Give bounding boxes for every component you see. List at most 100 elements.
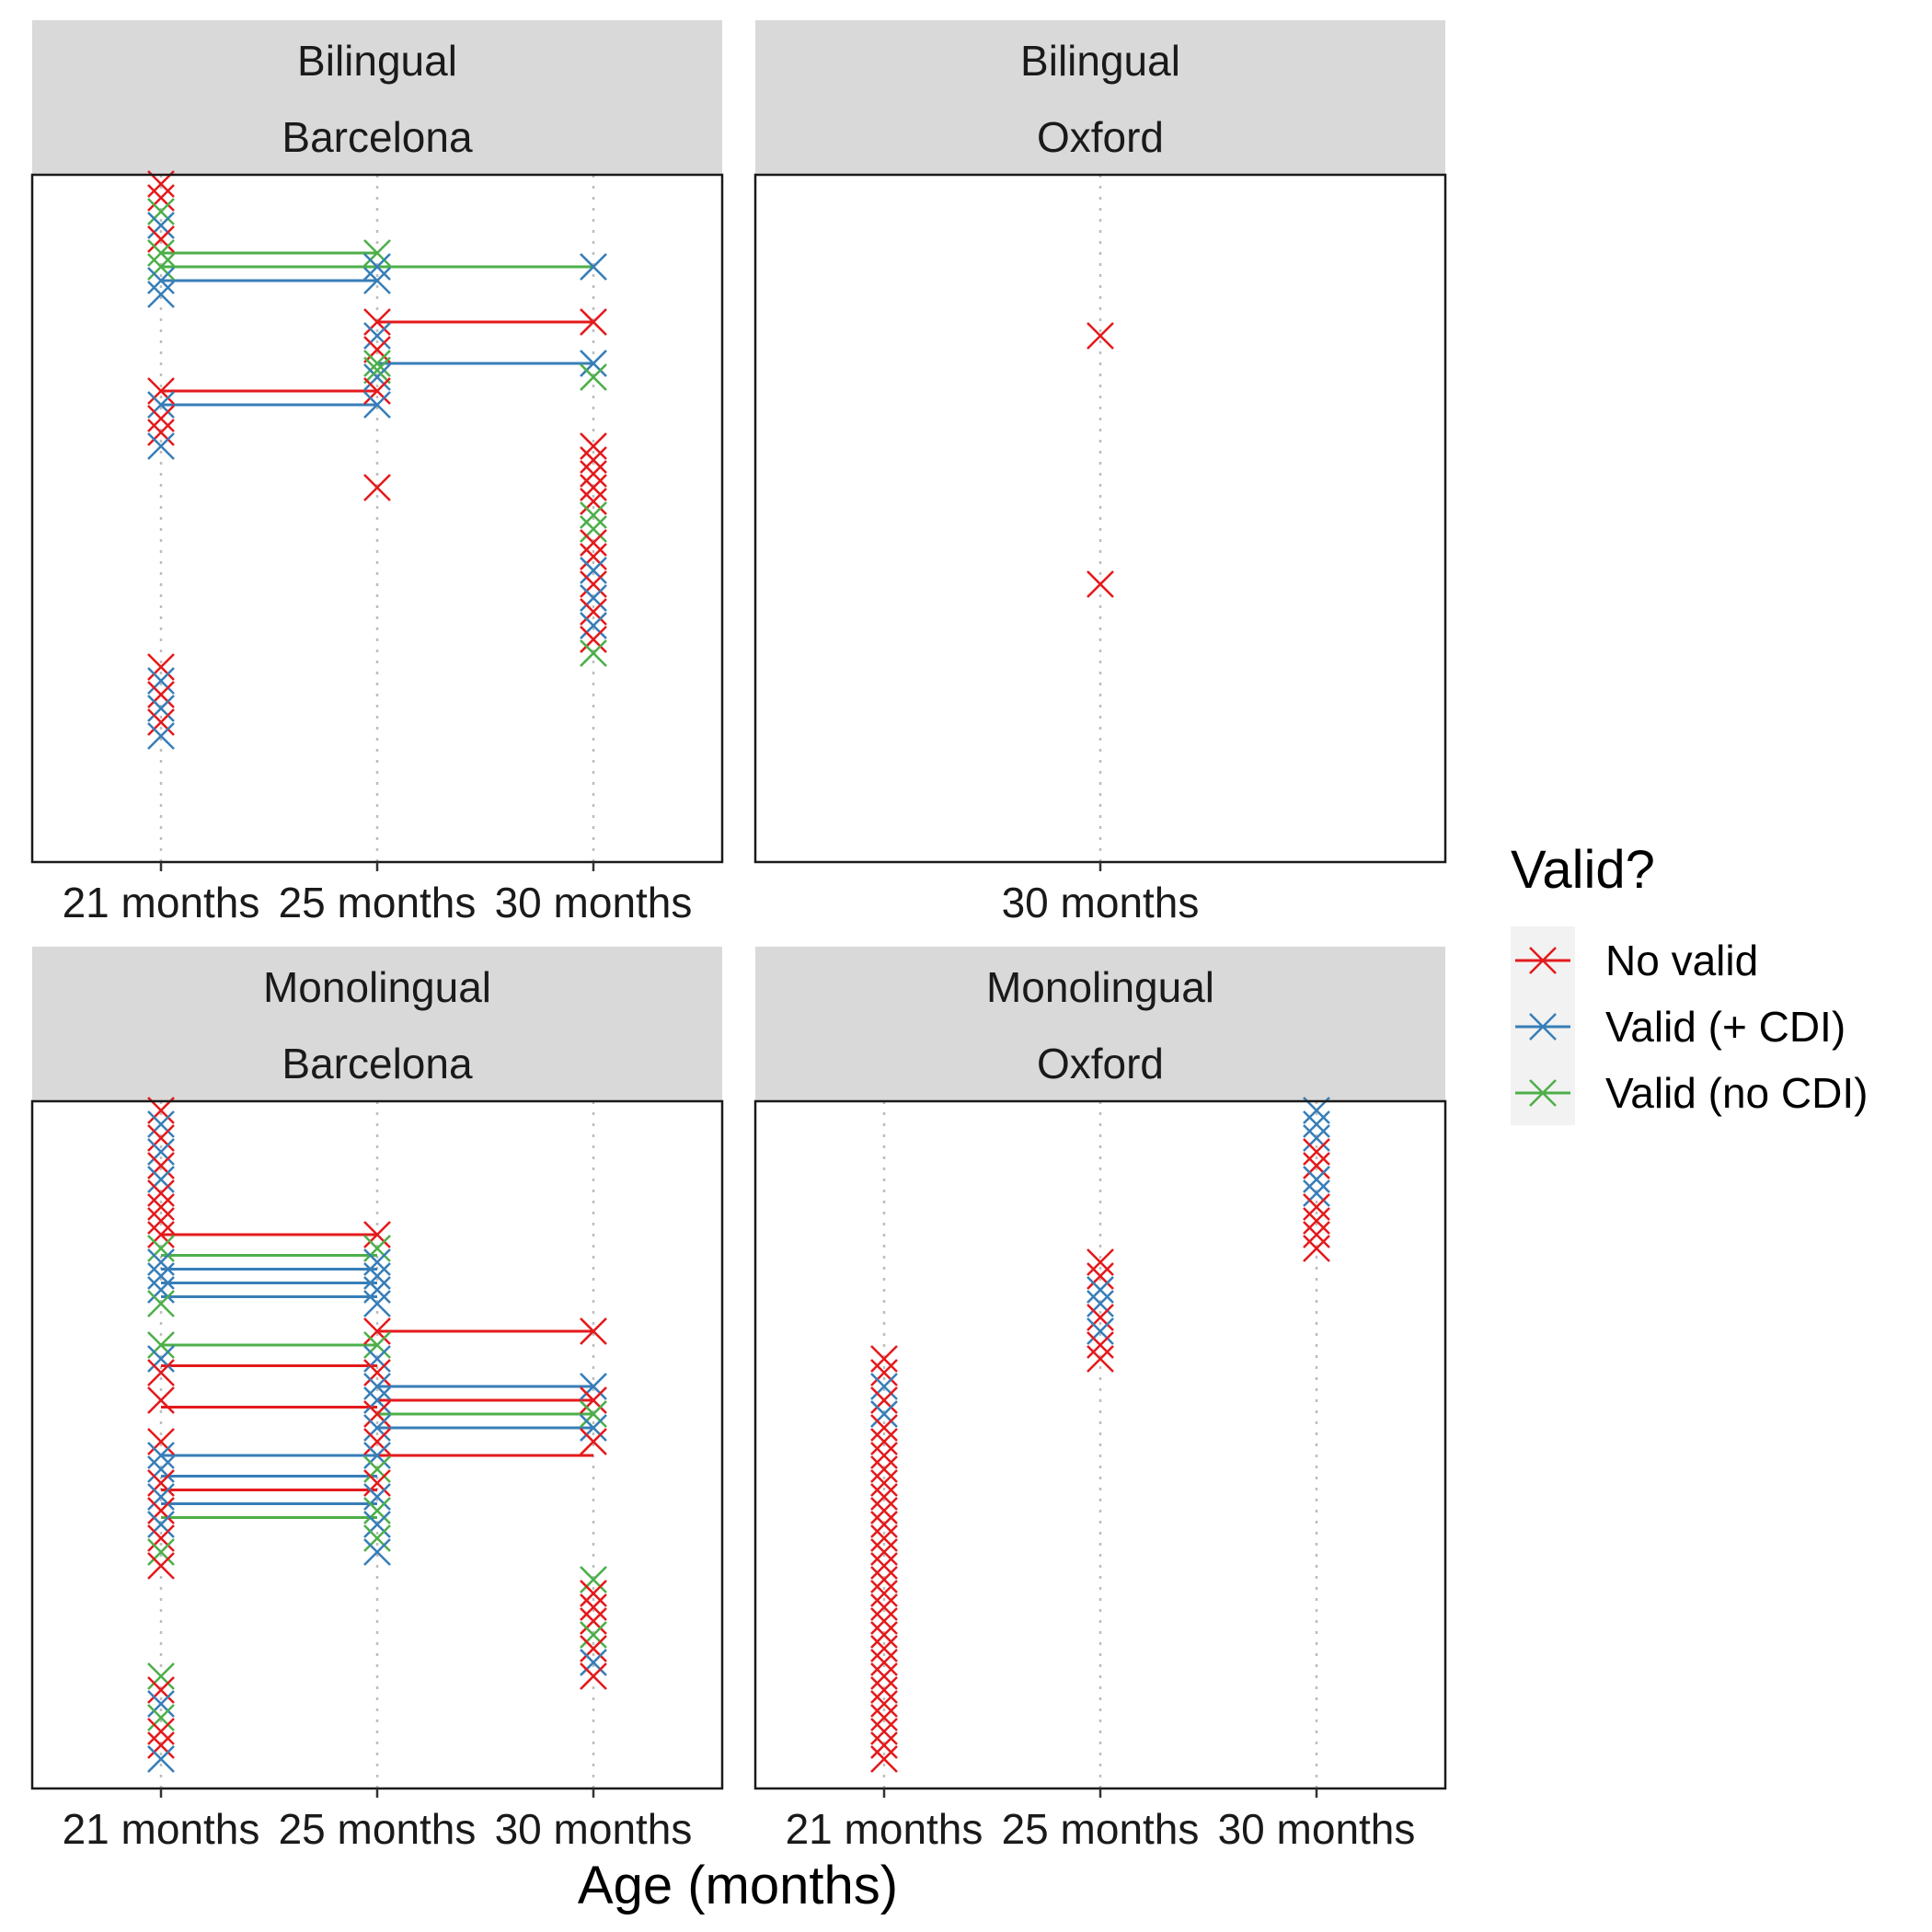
data-point [580,1635,607,1662]
data-point [147,1745,175,1773]
data-point [1303,1193,1330,1221]
data-point [363,1428,391,1455]
data-point [363,1442,391,1469]
data-point [870,1676,898,1704]
data-point [870,1511,898,1538]
data-point [363,1221,391,1248]
data-point [363,1317,391,1345]
strip-label: Monolingual [986,963,1214,1011]
data-point [1087,1304,1114,1331]
data-point [147,1221,175,1248]
data-point [1303,1152,1330,1179]
data-point [363,1511,391,1538]
strip-background [755,20,1445,175]
x-tick-label: 30 months [495,879,693,926]
data-point [870,1455,898,1483]
data-point [363,1455,391,1483]
x-tick-label: 30 months [495,1805,693,1853]
data-point [363,1276,391,1304]
data-point [147,1386,175,1414]
data-point [870,1552,898,1580]
data-point [870,1345,898,1373]
facet-panels: Bilingual Barcelona 21 months 25 months 30 m… [30,20,1447,1853]
data-point [363,1483,391,1511]
data-point [147,1166,175,1193]
data-point [580,1428,607,1455]
data-point [580,570,607,598]
data-point [870,1386,898,1414]
data-point [147,1676,175,1704]
legend: Valid? No valid Valid (+ CDI) Valid (no CD… [1511,840,1868,1125]
data-point [147,708,175,736]
x-tick-label: 25 months [279,1805,477,1853]
data-point [363,1345,391,1373]
data-point [1087,1331,1114,1359]
data-point [870,1497,898,1524]
data-point [147,1110,175,1138]
data-point [580,1580,607,1607]
data-point [1303,1207,1330,1235]
data-point [363,1524,391,1552]
data-point [1087,1262,1114,1290]
data-point [147,212,175,239]
facet-bil-oxf: Bilingual Oxford 30 months [753,20,1447,926]
x-axis-title: Age (months) [578,1856,898,1915]
data-point [580,460,607,488]
data-point [147,1235,175,1262]
data-point [147,1731,175,1759]
data-point [363,1497,391,1524]
data-point [147,1718,175,1745]
data-point [147,1704,175,1731]
data-point [363,1248,391,1276]
data-point [363,239,391,267]
legend-marker [1529,947,1557,974]
strip-label: Barcelona [282,113,473,161]
data-point [580,1621,607,1649]
data-point [580,612,607,639]
data-point [363,1400,391,1428]
data-point [1087,322,1114,350]
data-point [870,1469,898,1497]
legend-label: No valid [1605,937,1758,984]
data-point [580,363,607,391]
data-point [580,1662,607,1690]
data-point [147,253,175,281]
data-point [363,1373,391,1400]
data-point [147,1345,175,1373]
data-point [363,1359,391,1386]
data-point [580,529,607,557]
data-point [147,1262,175,1290]
data-point [580,253,607,281]
data-point [147,432,175,460]
x-tick-label: 21 months [786,1805,983,1853]
data-point [580,308,607,336]
data-point [580,1373,607,1400]
data-point [870,1373,898,1400]
data-point [580,432,607,460]
data-point [363,1538,391,1566]
data-point [580,515,607,543]
strip-label: Bilingual [1020,37,1180,85]
data-point [147,391,175,419]
data-point [870,1524,898,1552]
data-point [580,639,607,667]
data-point [1087,1248,1114,1276]
data-point [580,584,607,612]
data-point [147,184,175,212]
data-point [147,1511,175,1538]
data-point [1087,1317,1114,1345]
data-point [147,419,175,446]
data-point [870,1718,898,1745]
data-point [363,1235,391,1262]
data-point [580,1607,607,1635]
data-point [147,1124,175,1152]
data-point [870,1745,898,1773]
data-point [147,1193,175,1221]
data-point [363,363,391,391]
data-point [363,1262,391,1290]
legend-marker [1529,1079,1557,1107]
data-point [580,626,607,653]
data-point [147,267,175,294]
data-point [147,377,175,405]
data-point [363,1331,391,1359]
